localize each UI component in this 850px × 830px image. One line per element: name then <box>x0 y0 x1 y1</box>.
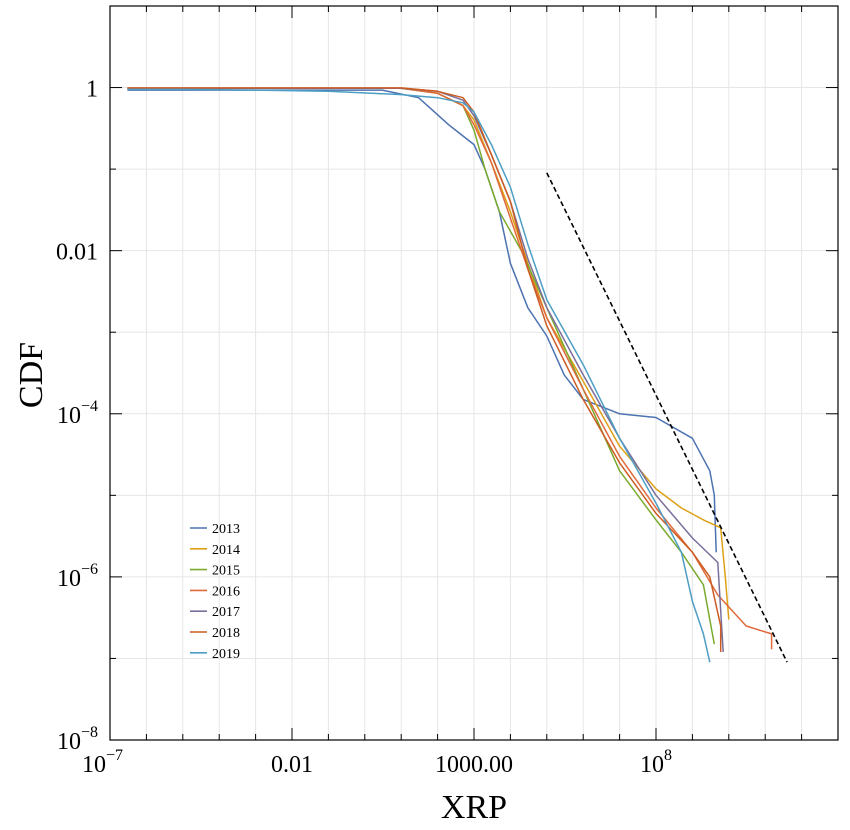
y-tick-label: 0.01 <box>56 240 98 266</box>
legend: 2013 2014 2015 2016 2017 2018 2019 <box>190 522 240 662</box>
series-line-2018 <box>127 87 722 652</box>
legend-label: 2016 <box>212 584 240 599</box>
axis-ticks <box>109 5 839 741</box>
y-tick-label: 1 <box>86 77 98 103</box>
series-line-2019 <box>127 88 711 663</box>
x-axis-title: XRP <box>441 789 507 826</box>
legend-label: 2019 <box>212 647 240 662</box>
series-line-2013 <box>127 89 717 553</box>
grid-lines <box>109 5 839 741</box>
legend-label: 2017 <box>212 605 240 620</box>
y-tick-label: 10−4 <box>57 398 98 429</box>
data-series-group <box>127 87 788 663</box>
power-law-fit-line <box>546 172 788 663</box>
legend-label: 2018 <box>212 626 240 641</box>
y-tick-label: 10−6 <box>57 561 98 592</box>
x-tick-label: 10−7 <box>82 747 123 778</box>
x-tick-label: 108 <box>640 747 672 778</box>
y-axis-title: CDF <box>13 342 50 408</box>
x-tick-label: 1000.00 <box>435 752 513 778</box>
y-tick-label: 10−8 <box>57 724 98 755</box>
legend-label: 2014 <box>212 543 240 558</box>
legend-label: 2013 <box>212 522 240 537</box>
x-tick-label: 0.01 <box>271 752 313 778</box>
tick-labels: 10−7 0.01 1000.00 108 10−8 10−6 10−4 0.01 1 <box>56 77 672 778</box>
legend-label: 2015 <box>212 564 240 579</box>
